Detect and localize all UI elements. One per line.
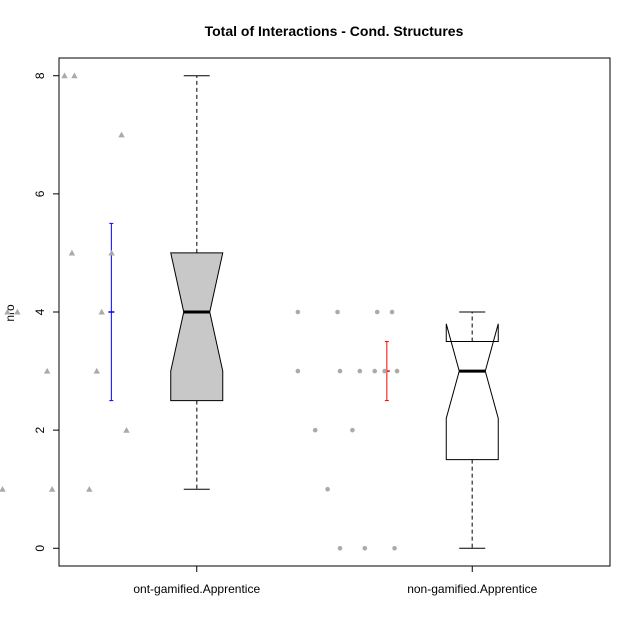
data-point [98,308,105,315]
data-point [118,131,125,138]
y-tick-label: 0 [33,545,47,552]
data-point [389,309,395,315]
data-point [68,249,76,256]
notched-box [445,323,499,461]
data-point [0,486,6,492]
data-point [108,249,115,256]
data-point [4,308,11,315]
data-point [93,367,100,374]
plot-area-border [58,57,611,567]
data-point [357,368,363,374]
notched-box [170,252,224,402]
y-tick-label: 2 [33,426,47,433]
y-axis: 0 2 4 6 8 [33,72,60,552]
box-groups [0,72,499,551]
data-point [43,367,51,374]
data-point [295,309,301,315]
data-point [392,545,397,551]
data-point [86,486,93,492]
x-tick-label: non-gamified.Apprentice [407,582,537,596]
data-point [350,427,355,433]
data-point [14,308,21,315]
data-point [337,368,343,374]
x-tick-label: ont-gamified.Apprentice [133,582,260,596]
data-point [71,72,78,79]
y-tick-label: 4 [33,308,47,315]
data-point [382,368,387,374]
data-point [295,368,301,374]
y-axis-label: nro [3,304,17,322]
data-point [61,72,68,79]
x-axis: ont-gamified.Apprentice non-gamified.Appr… [133,566,538,596]
data-point [337,545,343,551]
box-group [295,309,499,551]
data-point [123,426,130,433]
data-point [374,309,380,315]
data-point [312,427,318,433]
box-group [0,72,224,492]
y-tick-label: 8 [33,72,47,79]
y-tick-label: 6 [33,190,47,197]
data-point [48,486,56,492]
chart-title: Total of Interactions - Cond. Structures [205,23,464,39]
data-point [335,309,340,315]
data-point [362,545,368,551]
data-point [372,368,378,374]
data-point [394,368,400,374]
data-point [325,486,330,492]
